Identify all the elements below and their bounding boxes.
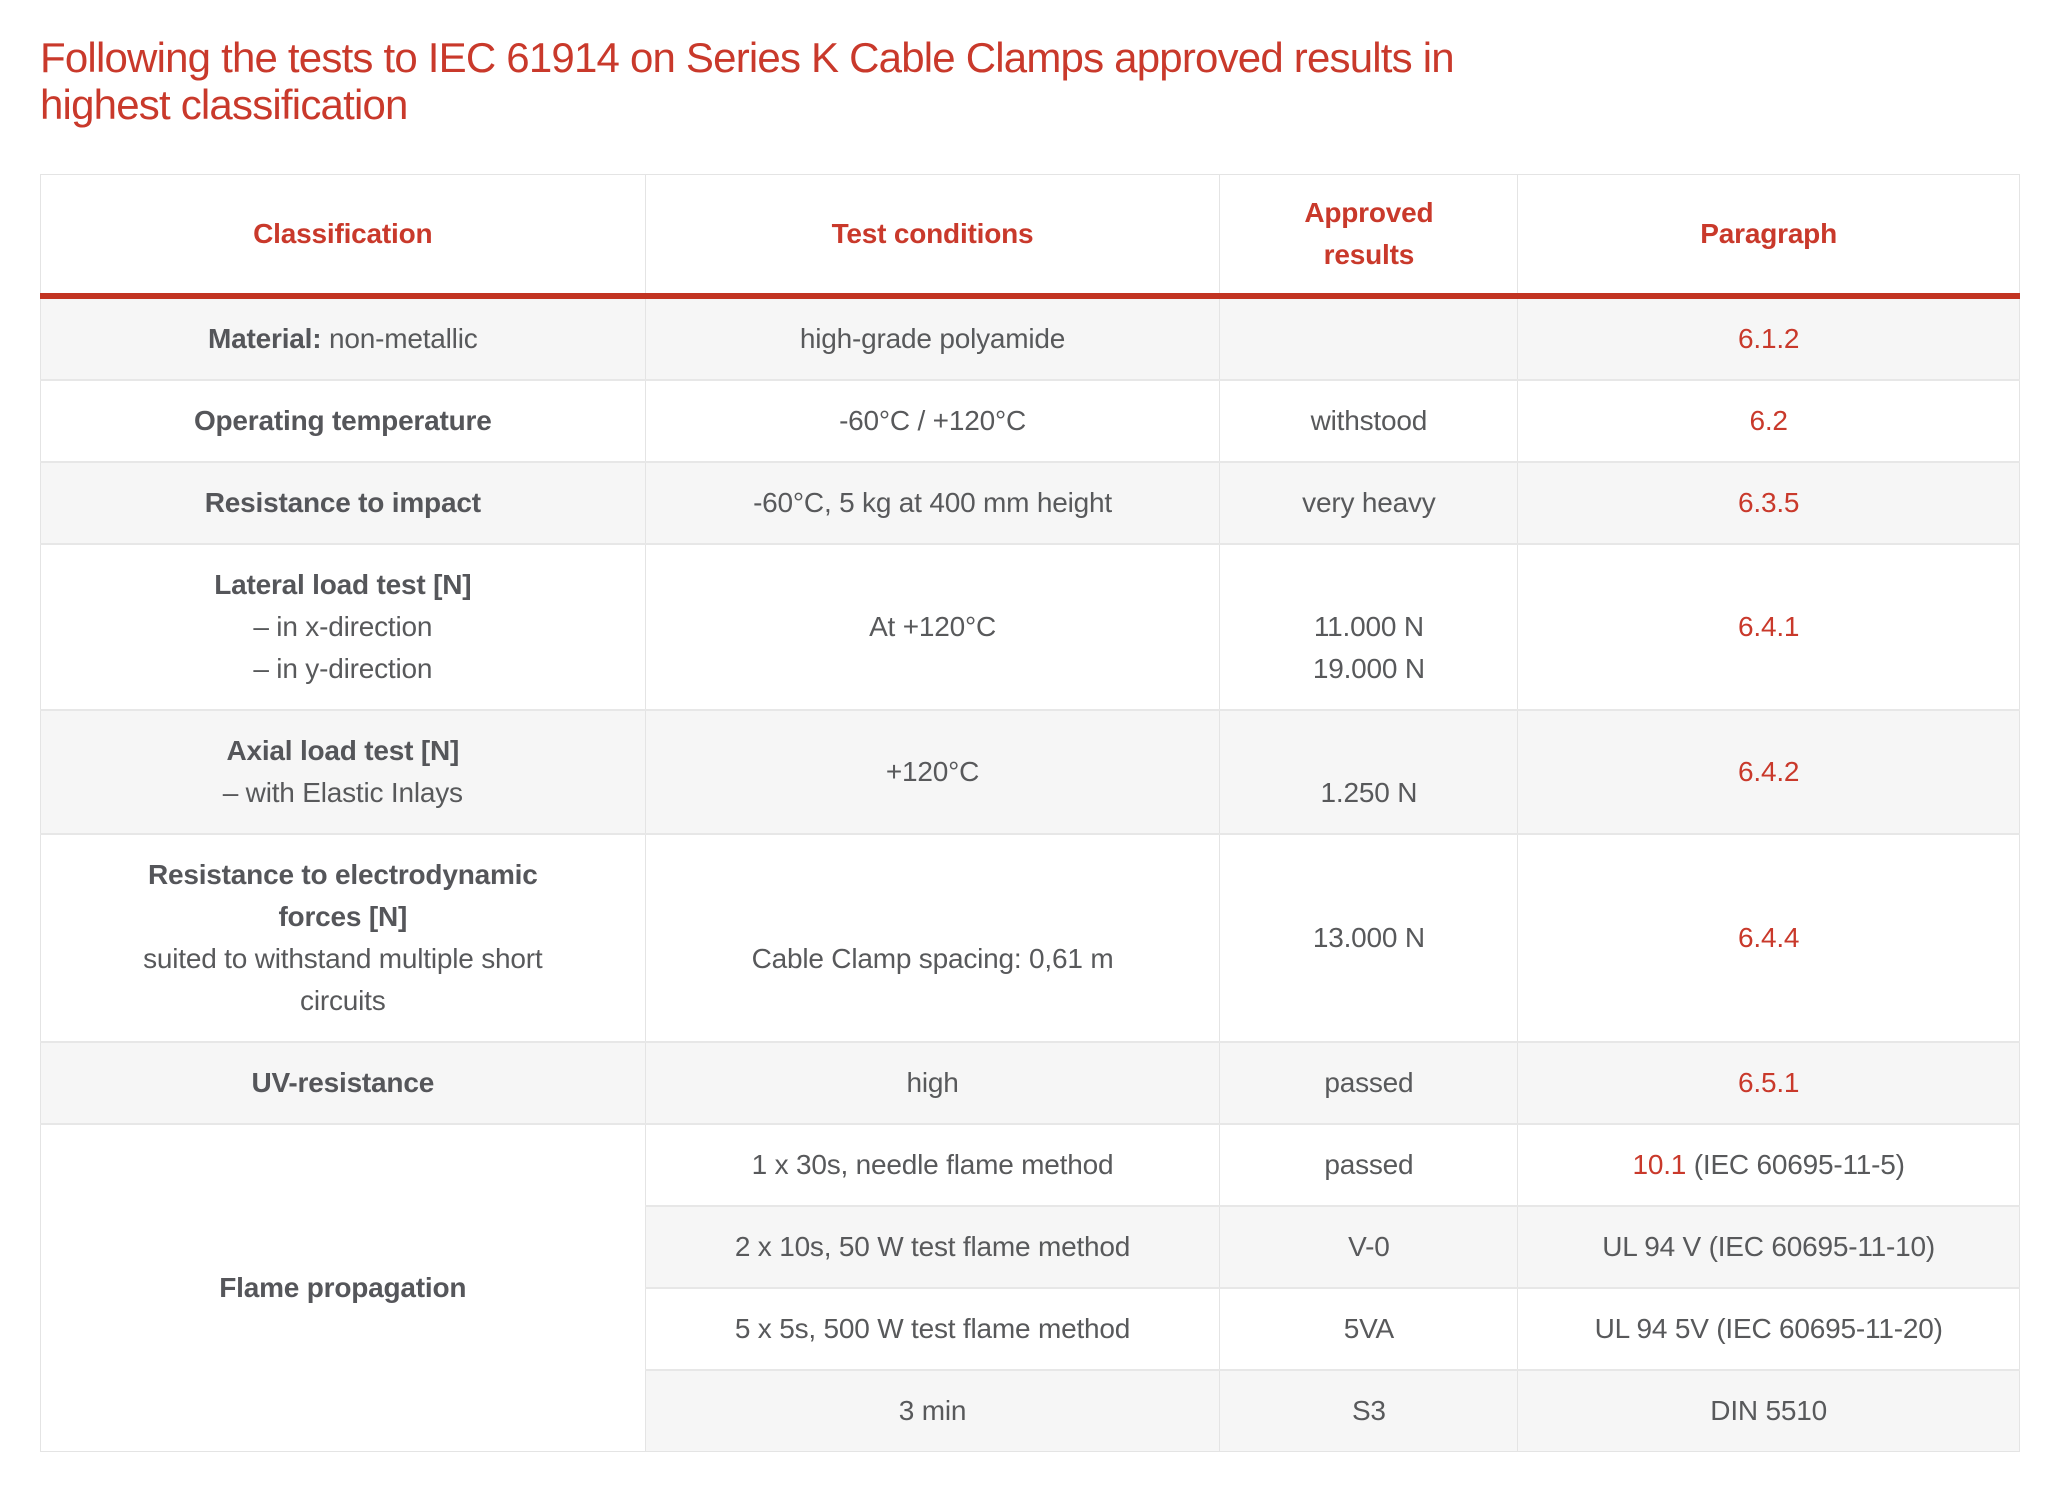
- table-row-uv-resistance: UV-resistance high passed 6.5.1: [40, 1041, 2020, 1125]
- results-cell: V-0: [1219, 1205, 1519, 1289]
- paragraph-cell: UL 94 5V (IEC 60695-11-20): [1517, 1287, 2020, 1371]
- classification-label: Resistance to electrodynamic: [147, 859, 538, 890]
- table-row-flame-propagation-2: 2 x 10s, 50 W test flame method V-0 UL 9…: [41, 1205, 2020, 1289]
- table-row-flame-propagation-1: Flame propagation 1 x 30s, needle flame …: [40, 1123, 2020, 1452]
- paragraph-cell: 6.4.1: [1517, 543, 2020, 711]
- paragraph-cell: 10.1 (IEC 60695-11-5): [1517, 1123, 2020, 1207]
- paragraph-cell: DIN 5510: [1517, 1369, 2020, 1452]
- table-header-row: Classification Test conditions Approved …: [40, 174, 2020, 299]
- table-row-flame-propagation-4: 3 min S3 DIN 5510: [41, 1369, 2020, 1452]
- table-row-flame-propagation-3: 5 x 5s, 500 W test flame method 5VA UL 9…: [41, 1287, 2020, 1371]
- results-cell: [1219, 295, 1519, 381]
- classification-cell: Resistance to electrodynamic forces [N] …: [40, 833, 646, 1043]
- paragraph-cell: 6.2: [1517, 379, 2020, 463]
- conditions-cell: At +120°C: [644, 543, 1221, 711]
- table-row-electrodynamic-forces: Resistance to electrodynamic forces [N] …: [40, 833, 2020, 1043]
- classification-cell: Material: non-metallic: [40, 295, 646, 381]
- classification-cell: Lateral load test [N] – in x-direction –…: [40, 543, 646, 711]
- results-cell: 13.000 N: [1219, 833, 1519, 1043]
- results-cell: very heavy: [1219, 461, 1519, 545]
- column-header-approved-results: Approved results: [1219, 174, 1519, 299]
- classification-label: Axial load test [N]: [226, 735, 460, 766]
- test-results-table: Classification Test conditions Approved …: [40, 174, 2020, 1452]
- results-cell: 11.000 N 19.000 N: [1219, 543, 1519, 711]
- classification-cell: Resistance to impact: [40, 461, 646, 545]
- conditions-cell: Cable Clamp spacing: 0,61 m: [644, 833, 1221, 1043]
- results-cell: passed: [1219, 1123, 1519, 1207]
- table-row-lateral-load-test: Lateral load test [N] – in x-direction –…: [40, 543, 2020, 711]
- table-row-axial-load-test: Axial load test [N] – with Elastic Inlay…: [40, 709, 2020, 835]
- column-header-test-conditions: Test conditions: [644, 174, 1221, 299]
- page-title-line-2: highest classification: [40, 81, 408, 128]
- results-cell: withstood: [1219, 379, 1519, 463]
- classification-cell-flame-propagation: Flame propagation: [40, 1123, 646, 1452]
- conditions-cell: high-grade polyamide: [644, 295, 1221, 381]
- conditions-cell: 1 x 30s, needle flame method: [644, 1123, 1221, 1207]
- classification-label: Lateral load test [N]: [214, 569, 472, 600]
- table-row-resistance-to-impact: Resistance to impact -60°C, 5 kg at 400 …: [40, 461, 2020, 545]
- classification-label: Material:: [208, 323, 322, 354]
- results-cell: 1.250 N: [1219, 709, 1519, 835]
- page: Following the tests to IEC 61914 on Seri…: [40, 34, 2020, 1452]
- conditions-cell: -60°C / +120°C: [644, 379, 1221, 463]
- conditions-cell: -60°C, 5 kg at 400 mm height: [644, 461, 1221, 545]
- classification-cell: UV-resistance: [40, 1041, 646, 1125]
- page-title-line-1: Following the tests to IEC 61914 on Seri…: [40, 34, 1455, 81]
- column-header-classification: Classification: [40, 174, 646, 299]
- conditions-cell: 3 min: [644, 1369, 1221, 1452]
- results-cell: S3: [1219, 1369, 1519, 1452]
- results-cell: passed: [1219, 1041, 1519, 1125]
- paragraph-cell: 6.4.4: [1517, 833, 2020, 1043]
- results-cell: 5VA: [1219, 1287, 1519, 1371]
- paragraph-cell: 6.3.5: [1517, 461, 2020, 545]
- paragraph-cell: 6.5.1: [1517, 1041, 2020, 1125]
- paragraph-cell: 6.4.2: [1517, 709, 2020, 835]
- classification-cell: Axial load test [N] – with Elastic Inlay…: [40, 709, 646, 835]
- conditions-cell: 5 x 5s, 500 W test flame method: [644, 1287, 1221, 1371]
- page-title: Following the tests to IEC 61914 on Seri…: [40, 34, 2020, 128]
- paragraph-standard-ref: (IEC 60695-11-5): [1686, 1149, 1905, 1180]
- conditions-cell: 2 x 10s, 50 W test flame method: [644, 1205, 1221, 1289]
- paragraph-number: 10.1: [1632, 1149, 1687, 1180]
- table-row-operating-temperature: Operating temperature -60°C / +120°C wit…: [40, 379, 2020, 463]
- paragraph-cell: 6.1.2: [1517, 295, 2020, 381]
- paragraph-cell: UL 94 V (IEC 60695-11-10): [1517, 1205, 2020, 1289]
- conditions-cell: +120°C: [644, 709, 1221, 835]
- table-row-material: Material: non-metallic high-grade polyam…: [40, 295, 2020, 381]
- conditions-cell: high: [644, 1041, 1221, 1125]
- column-header-paragraph: Paragraph: [1517, 174, 2020, 299]
- classification-cell: Operating temperature: [40, 379, 646, 463]
